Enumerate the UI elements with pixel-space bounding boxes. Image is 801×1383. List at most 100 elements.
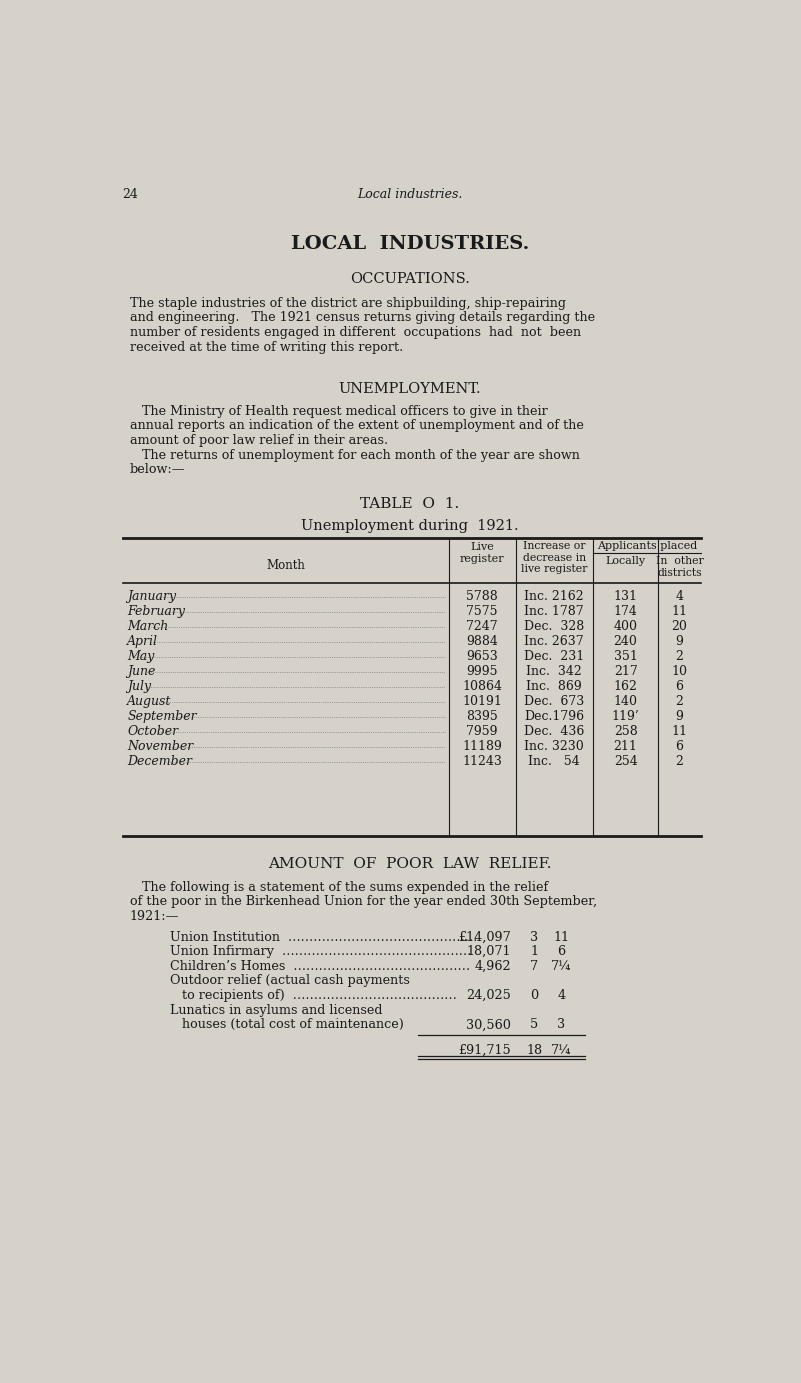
Text: 8395: 8395 [466, 711, 498, 723]
Text: below:—: below:— [130, 463, 185, 476]
Text: 9: 9 [675, 711, 683, 723]
Text: 6: 6 [675, 740, 683, 754]
Text: Dec.  436: Dec. 436 [524, 725, 585, 739]
Text: 10864: 10864 [462, 680, 502, 693]
Text: 351: 351 [614, 650, 638, 664]
Text: 2: 2 [675, 650, 683, 664]
Text: Inc. 1787: Inc. 1787 [525, 606, 584, 618]
Text: Inc. 2637: Inc. 2637 [525, 635, 584, 649]
Text: 9884: 9884 [466, 635, 498, 649]
Text: Month: Month [267, 560, 305, 573]
Text: 9: 9 [675, 635, 683, 649]
Text: 240: 240 [614, 635, 638, 649]
Text: 3: 3 [530, 931, 538, 943]
Text: £14,097: £14,097 [458, 931, 511, 943]
Text: £91,715: £91,715 [458, 1044, 511, 1057]
Text: amount of poor law relief in their areas.: amount of poor law relief in their areas… [130, 434, 388, 447]
Text: Children’s Homes  ……………………………………: Children’s Homes …………………………………… [170, 960, 470, 972]
Text: 1921:—: 1921:— [130, 910, 179, 922]
Text: Outdoor relief (actual cash payments: Outdoor relief (actual cash payments [170, 975, 410, 987]
Text: 211: 211 [614, 740, 638, 754]
Text: 24,025: 24,025 [466, 989, 511, 1003]
Text: 2: 2 [675, 755, 683, 769]
Text: Applicants placed: Applicants placed [597, 541, 697, 550]
Text: 254: 254 [614, 755, 638, 769]
Text: October: October [127, 725, 179, 739]
Text: 18,071: 18,071 [466, 945, 511, 958]
Text: Inc.  869: Inc. 869 [526, 680, 582, 693]
Text: of the poor in the Birkenhead Union for the year ended 30th September,: of the poor in the Birkenhead Union for … [130, 895, 597, 909]
Text: 9653: 9653 [466, 650, 498, 664]
Text: AMOUNT  OF  POOR  LAW  RELIEF.: AMOUNT OF POOR LAW RELIEF. [268, 857, 552, 871]
Text: March: March [127, 620, 168, 633]
Text: September: September [127, 711, 197, 723]
Text: August: August [127, 696, 171, 708]
Text: TABLE  O  1.: TABLE O 1. [360, 496, 460, 512]
Text: 4,962: 4,962 [474, 960, 511, 972]
Text: Unemployment during  1921.: Unemployment during 1921. [301, 519, 519, 532]
Text: Locally: Locally [606, 556, 646, 567]
Text: 6: 6 [675, 680, 683, 693]
Text: 20: 20 [671, 620, 687, 633]
Text: 258: 258 [614, 725, 638, 739]
Text: June: June [127, 665, 155, 678]
Text: 7247: 7247 [466, 620, 498, 633]
Text: 3: 3 [557, 1018, 566, 1032]
Text: The Ministry of Health request medical officers to give in their: The Ministry of Health request medical o… [130, 405, 547, 418]
Text: 11243: 11243 [462, 755, 502, 769]
Text: 10: 10 [671, 665, 687, 678]
Text: UNEMPLOYMENT.: UNEMPLOYMENT. [339, 382, 481, 396]
Text: 10191: 10191 [462, 696, 502, 708]
Text: 7575: 7575 [466, 606, 498, 618]
Text: 18: 18 [526, 1044, 542, 1057]
Text: 140: 140 [614, 696, 638, 708]
Text: 11: 11 [671, 725, 687, 739]
Text: Inc. 2162: Inc. 2162 [525, 591, 584, 603]
Text: 174: 174 [614, 606, 638, 618]
Text: 217: 217 [614, 665, 638, 678]
Text: 11189: 11189 [462, 740, 502, 754]
Text: Dec.1796: Dec.1796 [524, 711, 585, 723]
Text: May: May [127, 650, 155, 664]
Text: The returns of unemployment for each month of the year are shown: The returns of unemployment for each mon… [130, 448, 579, 462]
Text: Live
register: Live register [460, 542, 505, 564]
Text: 7¼: 7¼ [551, 960, 571, 972]
Text: 4: 4 [557, 989, 566, 1003]
Text: 7¼: 7¼ [551, 1044, 571, 1057]
Text: Dec.  231: Dec. 231 [524, 650, 585, 664]
Text: Dec.  673: Dec. 673 [524, 696, 585, 708]
Text: July: July [127, 680, 151, 693]
Text: November: November [127, 740, 194, 754]
Text: December: December [127, 755, 192, 769]
Text: received at the time of writing this report.: received at the time of writing this rep… [130, 340, 403, 354]
Text: to recipients of)  …………………………………: to recipients of) ………………………………… [170, 989, 457, 1003]
Text: 400: 400 [614, 620, 638, 633]
Text: 7959: 7959 [466, 725, 498, 739]
Text: 30,560: 30,560 [466, 1018, 511, 1032]
Text: 5: 5 [530, 1018, 538, 1032]
Text: number of residents engaged in different  occupations  had  not  been: number of residents engaged in different… [130, 326, 581, 339]
Text: Lunatics in asylums and licensed: Lunatics in asylums and licensed [170, 1004, 382, 1017]
Text: Union Institution  ………………………………………: Union Institution ……………………………………… [170, 931, 477, 943]
Text: Union Infirmary  ………………………………………: Union Infirmary ……………………………………… [170, 945, 471, 958]
Text: LOCAL  INDUSTRIES.: LOCAL INDUSTRIES. [291, 235, 529, 253]
Text: 5788: 5788 [466, 591, 498, 603]
Text: 2: 2 [675, 696, 683, 708]
Text: Local industries.: Local industries. [357, 188, 463, 201]
Text: and engineering.   The 1921 census returns giving details regarding the: and engineering. The 1921 census returns… [130, 311, 594, 325]
Text: January: January [127, 591, 176, 603]
Text: 119’: 119’ [612, 711, 639, 723]
Text: 24: 24 [122, 188, 138, 201]
Text: 6: 6 [557, 945, 566, 958]
Text: 9995: 9995 [466, 665, 498, 678]
Text: houses (total cost of maintenance): houses (total cost of maintenance) [170, 1018, 404, 1032]
Text: Dec.  328: Dec. 328 [524, 620, 585, 633]
Text: OCCUPATIONS.: OCCUPATIONS. [350, 272, 470, 286]
Text: In  other
districts: In other districts [655, 556, 703, 578]
Text: April: April [127, 635, 159, 649]
Text: The staple industries of the district are shipbuilding, ship-repairing: The staple industries of the district ar… [130, 297, 566, 310]
Text: 0: 0 [530, 989, 538, 1003]
Text: 162: 162 [614, 680, 638, 693]
Text: 4: 4 [675, 591, 683, 603]
Text: 131: 131 [614, 591, 638, 603]
